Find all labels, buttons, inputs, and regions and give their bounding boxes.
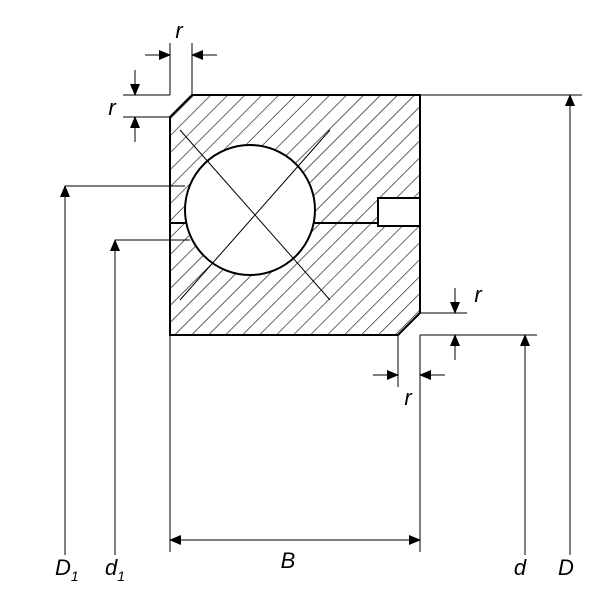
label-r-right: r: [474, 282, 483, 307]
label-D: D: [558, 555, 574, 580]
label-r-left: r: [108, 95, 117, 120]
label-d: d: [514, 555, 527, 580]
cage-notch: [378, 198, 420, 226]
label-d1: d1: [105, 555, 125, 584]
label-B: B: [281, 548, 296, 573]
label-r-bottom: r: [404, 385, 413, 410]
label-D1: D1: [55, 555, 79, 584]
label-r-top: r: [175, 18, 184, 43]
